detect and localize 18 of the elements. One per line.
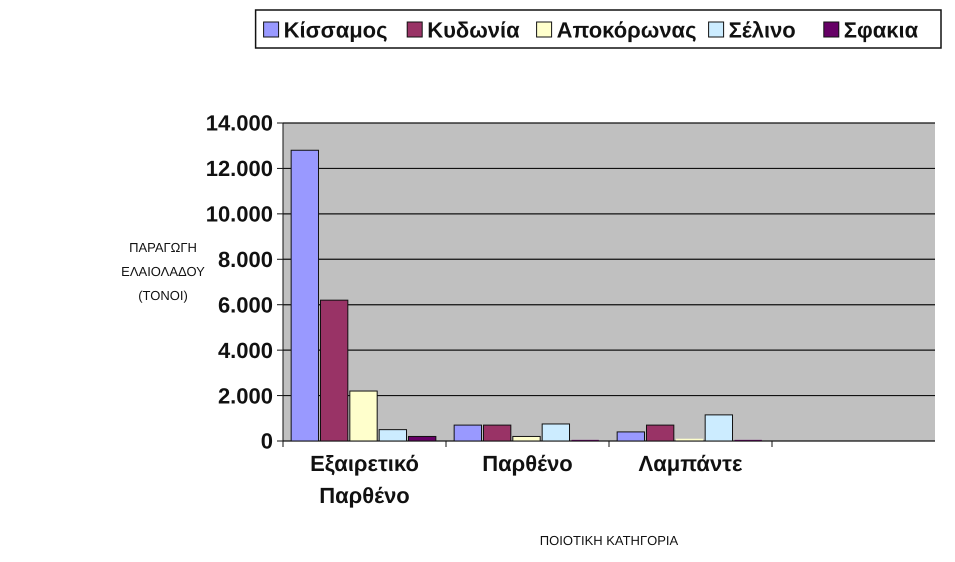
y-axis-title: ΠΑΡΑΓΩΓΗ ΕΛΑΙΟΛΑΔΟΥ (ΤΟΝΟΙ)	[121, 240, 206, 303]
x-axis-title: ΠΟΙΟΤΙΚΗ ΚΑΤΗΓΟΡΙΑ	[540, 533, 679, 548]
y-tick-label: 12.000	[206, 156, 273, 182]
legend-label: Σέλινο	[728, 18, 796, 43]
x-tick-label: Παρθένο	[482, 451, 573, 476]
x-tick-label: Λαμπάντε	[638, 451, 744, 476]
y-tick-label: 4.000	[218, 338, 273, 363]
legend-label: Κυδωνία	[427, 18, 520, 43]
legend-label: Κίσσαμος	[284, 18, 388, 43]
y-tick-label: 0	[260, 428, 273, 454]
legend-label: Αποκόρωνας	[556, 18, 697, 43]
x-tick-label: Εξαιρετικό Παρθένο	[310, 451, 419, 508]
legend-label: Σφακια	[844, 18, 919, 43]
y-tick-label: 2.000	[218, 383, 273, 408]
y-tick-label: 8.000	[218, 246, 273, 272]
y-tick-label: 10.000	[206, 202, 273, 227]
y-tick-label: 6.000	[218, 292, 273, 318]
y-tick-label: 14.000	[206, 110, 273, 136]
